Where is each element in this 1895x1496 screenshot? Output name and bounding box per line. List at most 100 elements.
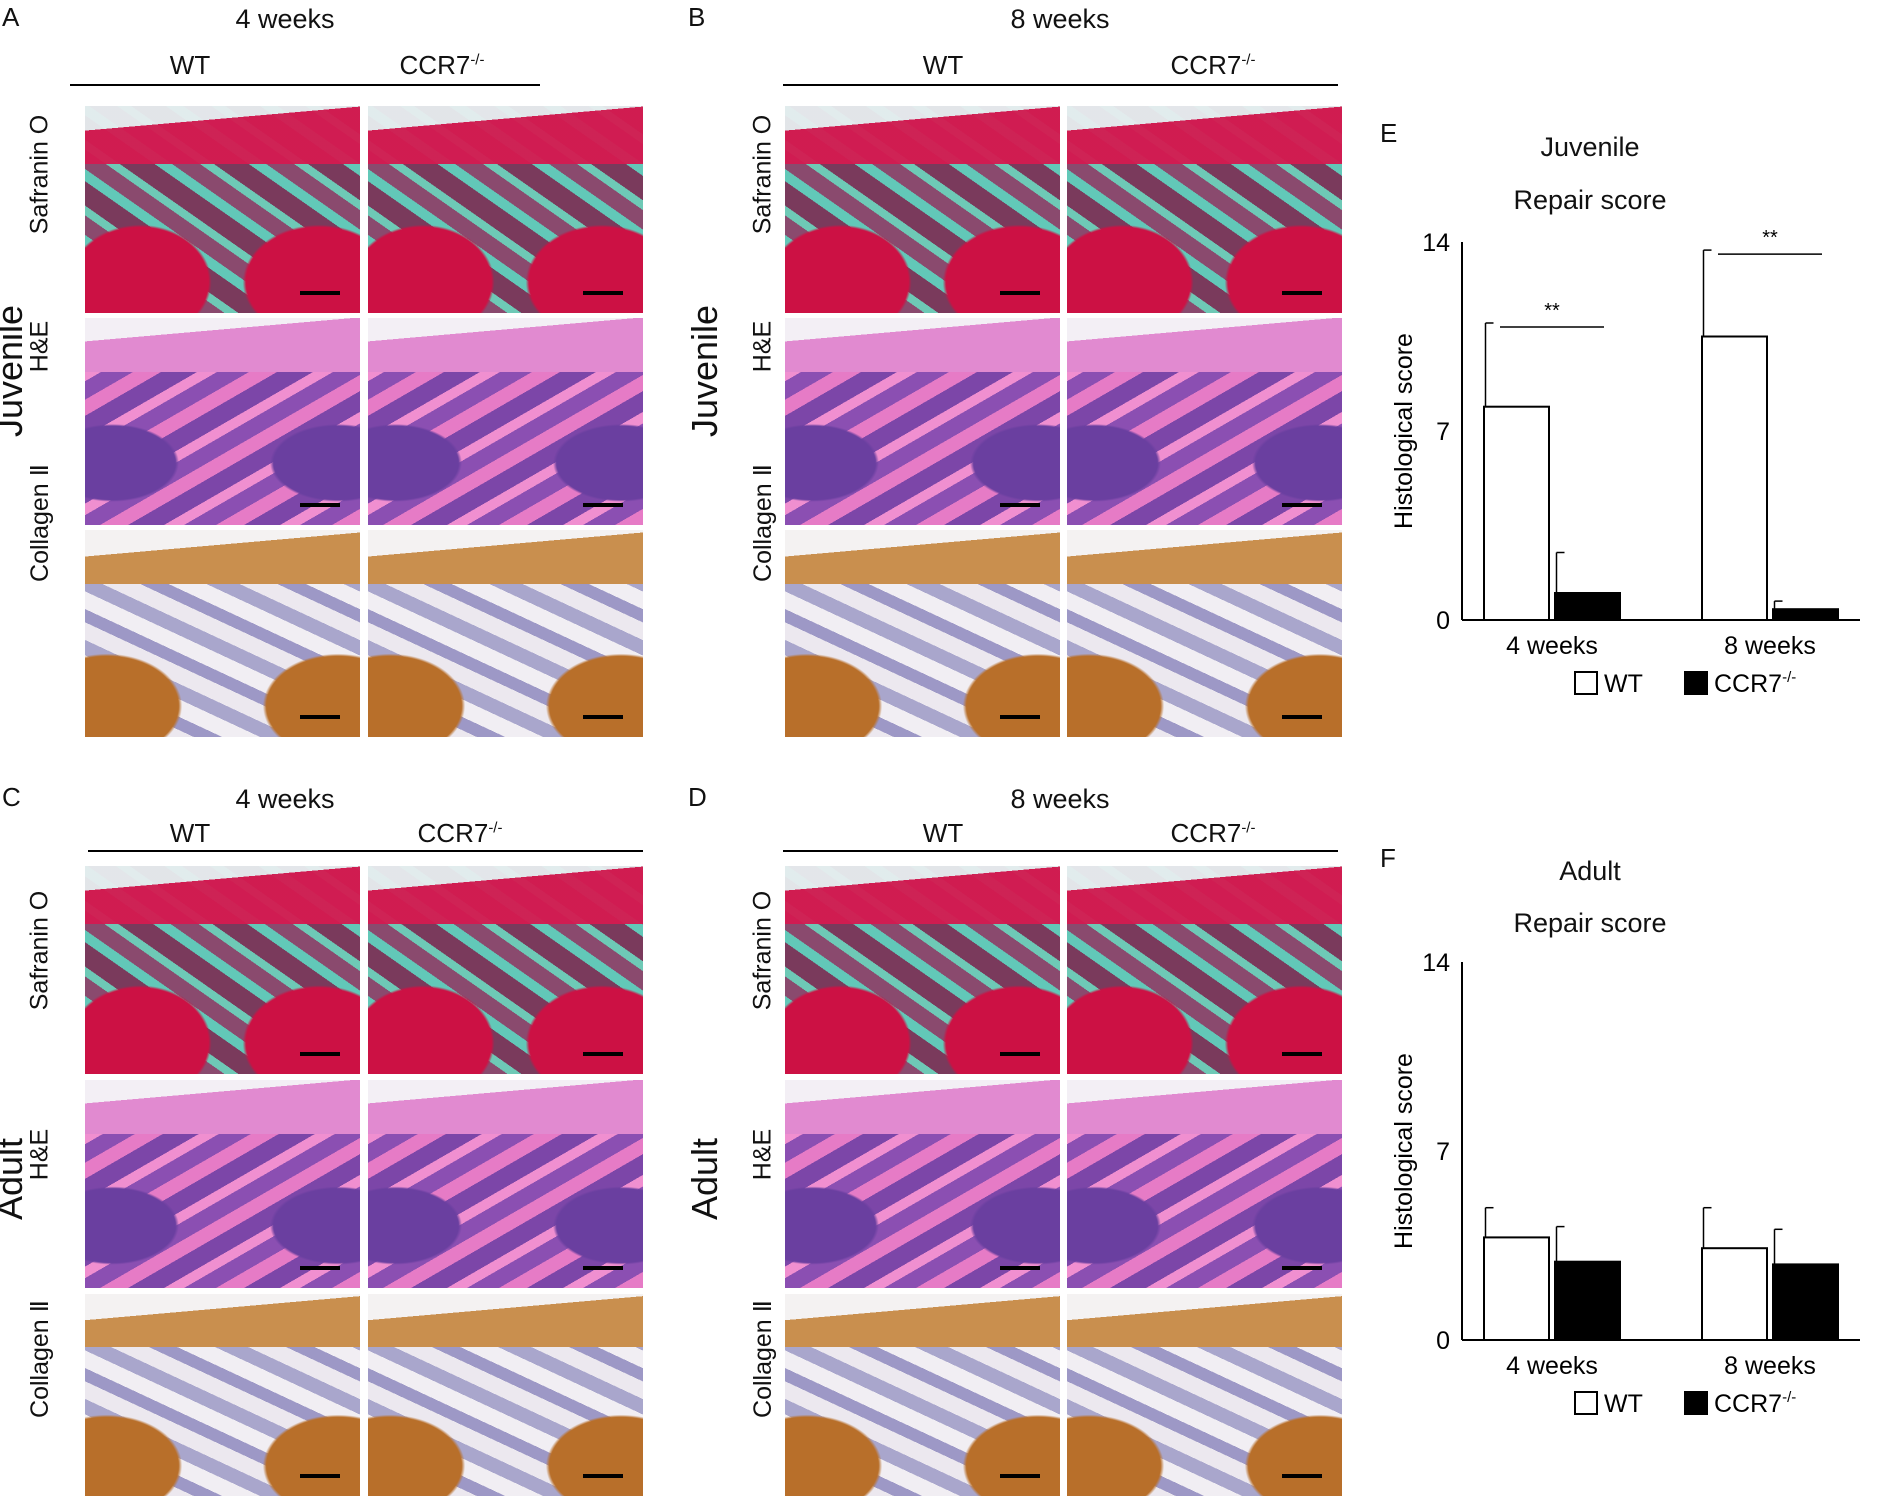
- y-tick-label: 7: [1436, 418, 1450, 446]
- panel-b-ko-label: CCR7-/-: [1170, 50, 1256, 80]
- bar-ko-0: [1554, 592, 1621, 621]
- scale-bar: [583, 503, 623, 507]
- chart-f-subtitle: Repair score: [1513, 908, 1667, 938]
- panel-d-ko-label: CCR7-/-: [1170, 818, 1256, 848]
- micrograph-a-ko-collagen: [368, 530, 643, 737]
- panel-c-side-label: Adult: [0, 1137, 30, 1221]
- micrograph-b-ko-he: [1067, 318, 1342, 525]
- scale-bar: [1000, 291, 1040, 295]
- scale-bar: [300, 1474, 340, 1478]
- micrograph-d-wt-he: [785, 1080, 1060, 1288]
- significance-label: **: [1544, 300, 1560, 322]
- chart-f: 0 7 14 Histological score 4 weeks 8 weeks WT CC…: [1390, 949, 1860, 1418]
- scale-bar: [1000, 1266, 1040, 1270]
- panel-letter-e: E: [1380, 118, 1398, 148]
- scale-bar: [300, 1052, 340, 1056]
- micrograph-a-wt-safranin: [85, 106, 360, 313]
- micrograph-d-ko-collagen: [1067, 1294, 1342, 1496]
- panel-c-weeks: 4 weeks: [235, 784, 335, 814]
- scale-bar: [1282, 1052, 1322, 1056]
- chart-e-subtitle: Repair score: [1513, 185, 1667, 215]
- scale-bar: [1000, 715, 1040, 719]
- scale-bar: [583, 1052, 623, 1056]
- x-category-label: 8 weeks: [1724, 1352, 1816, 1380]
- legend-label-ko-sup: -/-: [1782, 669, 1796, 686]
- scale-bar: [300, 715, 340, 719]
- panel-b-weeks: 8 weeks: [1010, 4, 1110, 34]
- x-category-label: 8 weeks: [1724, 632, 1816, 660]
- micrograph-c-ko-safranin: [368, 866, 643, 1074]
- panel-d-stain-he: H&E: [748, 1128, 777, 1181]
- bar-wt-1: [1701, 335, 1768, 621]
- bar-wt-1: [1701, 1247, 1768, 1342]
- panel-d-stain-safranin: Safranin O: [748, 890, 777, 1011]
- legend-swatch-ko: [1684, 671, 1708, 695]
- x-category-label: 4 weeks: [1506, 1352, 1598, 1380]
- scale-bar: [300, 503, 340, 507]
- legend-label-ko: CCR7-/-: [1714, 669, 1796, 698]
- bar-ko-0: [1554, 1260, 1621, 1342]
- micrograph-d-wt-collagen: [785, 1294, 1060, 1496]
- panel-c-divider: [88, 850, 643, 852]
- y-tick-label: 0: [1436, 607, 1450, 635]
- panel-a-wt-label: WT: [169, 50, 211, 80]
- chart-e-title: Juvenile: [1540, 132, 1640, 162]
- panel-a-weeks: 4 weeks: [235, 4, 335, 34]
- y-axis-label: Histological score: [1390, 333, 1418, 529]
- bar-ko-1: [1772, 608, 1839, 622]
- micrograph-b-wt-he: [785, 318, 1060, 525]
- scale-bar: [1282, 503, 1322, 507]
- panel-b-stain-collagen: Collagen Ⅱ: [749, 464, 777, 582]
- bar-wt-0: [1483, 405, 1550, 621]
- micrograph-a-wt-collagen: [85, 530, 360, 737]
- legend-swatch-wt: [1574, 1391, 1598, 1415]
- panel-c-wt-label: WT: [169, 818, 211, 848]
- scale-bar: [1000, 1474, 1040, 1478]
- y-axis-label: Histological score: [1390, 1053, 1418, 1249]
- panel-a-ko-label: CCR7-/-: [399, 50, 485, 80]
- micrograph-b-ko-collagen: [1067, 530, 1342, 737]
- y-tick-label: 7: [1436, 1138, 1450, 1166]
- panel-a-divider: [70, 84, 540, 86]
- panel-letter-b: B: [688, 2, 706, 32]
- scale-bar: [1000, 503, 1040, 507]
- micrograph-c-wt-he: [85, 1080, 360, 1288]
- panel-d-weeks: 8 weeks: [1010, 784, 1110, 814]
- panel-letter-d: D: [688, 782, 707, 812]
- scale-bar: [583, 1266, 623, 1270]
- legend-label-ko-sup: -/-: [1782, 1389, 1796, 1406]
- bar-ko-1: [1772, 1263, 1839, 1341]
- micrograph-b-wt-collagen: [785, 530, 1060, 737]
- legend-label-wt: WT: [1604, 670, 1643, 698]
- micrograph-b-wt-safranin: [785, 106, 1060, 313]
- micrograph-c-ko-collagen: [368, 1294, 643, 1496]
- panel-c-stain-safranin: Safranin O: [25, 890, 54, 1011]
- legend-swatch-wt: [1574, 671, 1598, 695]
- significance-label: **: [1762, 227, 1778, 249]
- micrograph-d-wt-safranin: [785, 866, 1060, 1074]
- panel-b-wt-label: WT: [922, 50, 964, 80]
- scale-bar: [583, 291, 623, 295]
- panel-letter-f: F: [1380, 843, 1396, 873]
- panel-b-divider: [783, 84, 1338, 86]
- chart-f-title: Adult: [1559, 856, 1621, 886]
- y-tick-label: 14: [1422, 229, 1450, 257]
- scale-bar: [583, 1474, 623, 1478]
- panel-d-side-label: Adult: [684, 1137, 725, 1221]
- legend-swatch-ko: [1684, 1391, 1708, 1415]
- micrograph-a-wt-he: [85, 318, 360, 525]
- micrograph-c-wt-collagen: [85, 1294, 360, 1496]
- scale-bar: [1282, 291, 1322, 295]
- y-tick-label: 14: [1422, 949, 1450, 977]
- scale-bar: [1282, 715, 1322, 719]
- micrograph-c-wt-safranin: [85, 866, 360, 1074]
- panel-b-side-label: Juvenile: [684, 304, 725, 438]
- panel-letter-c: C: [2, 782, 21, 812]
- scale-bar: [1000, 1052, 1040, 1056]
- chart-e: 0 7 14 Histological score 4 weeks ** 8 weeks **…: [1390, 227, 1860, 698]
- legend-label-wt: WT: [1604, 1390, 1643, 1418]
- scale-bar: [1282, 1474, 1322, 1478]
- panel-d-divider: [783, 850, 1338, 852]
- panel-a-side-label: Juvenile: [0, 304, 30, 438]
- panel-letter-a: A: [2, 2, 20, 32]
